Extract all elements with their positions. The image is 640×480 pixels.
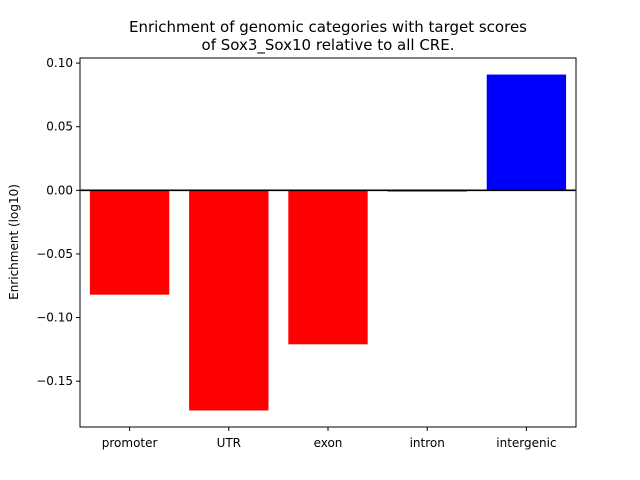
x-tick-label: exon <box>314 436 343 450</box>
plot-frame <box>79 57 577 428</box>
y-tick-label: 0.10 <box>46 56 73 70</box>
x-tick-label: intergenic <box>496 436 556 450</box>
y-tick-label: −0.10 <box>36 311 73 325</box>
bars-group <box>89 74 567 411</box>
bar-intergenic <box>486 74 567 191</box>
x-tick-label: promoter <box>102 436 158 450</box>
x-tick-label: UTR <box>217 436 241 450</box>
chart-title-line-1: Enrichment of genomic categories with ta… <box>129 18 527 36</box>
y-tick-label: −0.15 <box>36 374 73 388</box>
bar-UTR <box>189 190 269 411</box>
y-axis-label: Enrichment (log10) <box>7 184 21 300</box>
y-ticks-group: 0.10 0.05 0.00 −0.05 −0.10 −0.15 <box>36 56 80 388</box>
chart-title-line-2: of Sox3_Sox10 relative to all CRE. <box>202 36 455 55</box>
bar-exon <box>288 190 368 345</box>
x-ticks-group: promoter UTR exon intron intergenic <box>102 427 557 450</box>
x-tick-label: intron <box>410 436 445 450</box>
bar-promoter <box>89 190 170 295</box>
y-tick-label: 0.05 <box>46 120 73 134</box>
y-tick-label: 0.00 <box>46 183 73 197</box>
y-tick-label: −0.05 <box>36 247 73 261</box>
